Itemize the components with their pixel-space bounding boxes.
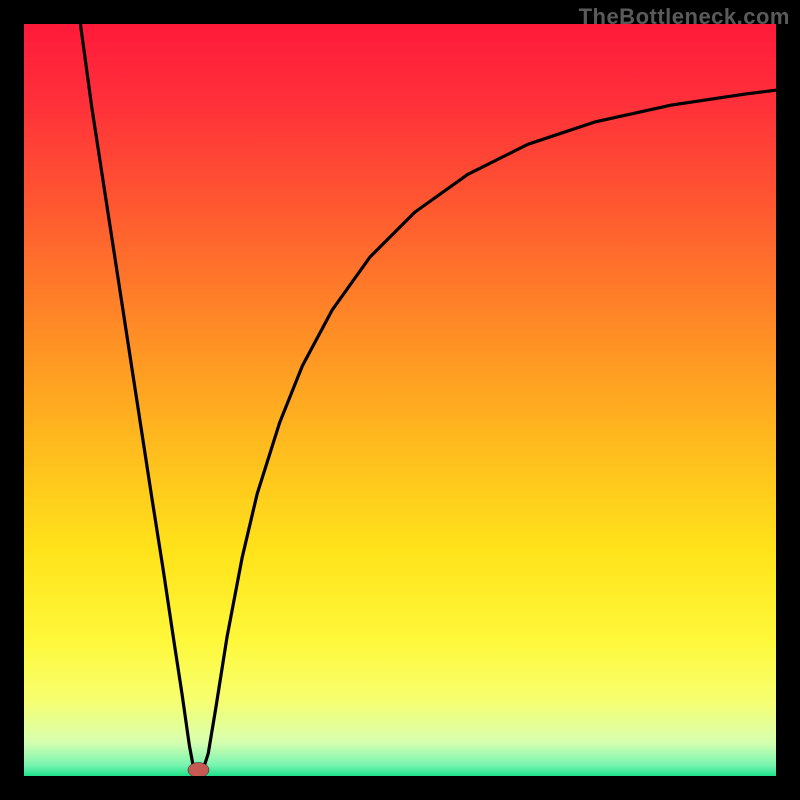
watermark-text: TheBottleneck.com [579, 4, 790, 30]
bottleneck-curve-chart [24, 24, 776, 776]
chart-frame: TheBottleneck.com [0, 0, 800, 800]
optimum-marker [188, 762, 209, 776]
plot-area [24, 24, 776, 776]
